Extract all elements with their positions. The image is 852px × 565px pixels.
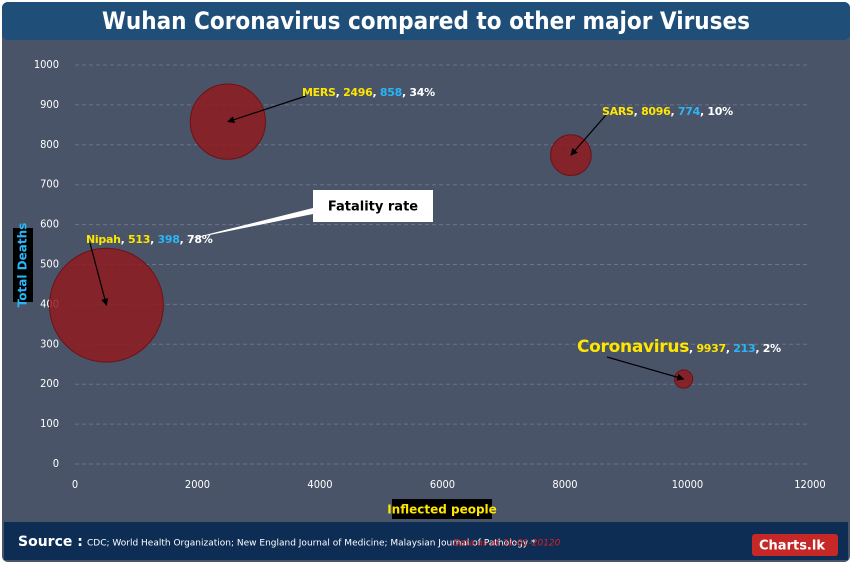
- label-part: 513: [128, 233, 151, 246]
- source-text: CDC; World Health Organization; New Engl…: [87, 539, 536, 549]
- label-part: 213: [733, 342, 756, 355]
- bubble-label: Nipah 513 398 78%: [86, 233, 213, 246]
- x-axis-title-box: [392, 499, 492, 519]
- y-tick-label: 300: [40, 337, 59, 350]
- label-part: SARS: [602, 105, 634, 118]
- y-tick-label: 200: [40, 377, 59, 390]
- label-part: 34%: [409, 86, 435, 99]
- x-tick-label: 8000: [552, 478, 577, 491]
- separator: [726, 342, 733, 355]
- separator: [121, 233, 128, 246]
- x-tick-label: 0: [72, 478, 78, 491]
- y-tick-label: 900: [40, 98, 59, 111]
- label-arrow: [89, 242, 109, 306]
- label-part: Nipah: [86, 233, 121, 246]
- source-label: Source :: [18, 534, 83, 550]
- separator: [373, 86, 380, 99]
- label-part: 78%: [187, 233, 213, 246]
- y-tick-label: 800: [40, 138, 59, 151]
- label-part: 10%: [707, 105, 733, 118]
- y-tick-label: 500: [40, 258, 59, 271]
- footer-bar: [4, 522, 848, 560]
- separator: [634, 105, 641, 118]
- separator: [670, 105, 677, 118]
- separator: [402, 86, 409, 99]
- chart-title: Wuhan Coronavirus compared to other majo…: [102, 7, 750, 35]
- y-axis-title: Total Deaths: [16, 223, 30, 308]
- y-tick-label: 1000: [34, 58, 59, 71]
- label-part: 9937: [696, 342, 726, 355]
- bubble-label: Coronavirus 9937 213 2%: [577, 337, 781, 357]
- x-axis-title: Inflected people: [387, 503, 497, 517]
- separator: [689, 342, 696, 355]
- y-tick-label: 100: [40, 417, 59, 430]
- x-tick-label: 12000: [794, 478, 825, 491]
- label-part: Coronavirus: [577, 337, 690, 357]
- label-part: 774: [677, 105, 700, 118]
- label-part: MERS: [302, 86, 336, 99]
- bubble-label: SARS 8096 774 10%: [602, 105, 733, 118]
- y-tick-label: 700: [40, 178, 59, 191]
- label-part: 8096: [641, 105, 671, 118]
- label-arrow: [606, 356, 685, 381]
- y-tick-label: 600: [40, 218, 59, 231]
- label-part: 858: [379, 86, 402, 99]
- separator: [700, 105, 707, 118]
- title-bar: [2, 2, 850, 40]
- logo: Charts.lk: [759, 539, 825, 554]
- separator: [150, 233, 157, 246]
- separator: [755, 342, 762, 355]
- label-part: 2496: [343, 86, 373, 99]
- bubble: [549, 134, 592, 177]
- x-tick-label: 4000: [307, 478, 332, 491]
- callout-box: [313, 190, 433, 222]
- x-tick-label: 10000: [672, 478, 703, 491]
- label-arrow: [570, 114, 607, 156]
- label-arrow: [227, 95, 307, 124]
- logo-box: [752, 534, 838, 556]
- callout-pointer: [185, 208, 313, 240]
- label-part: 398: [157, 233, 180, 246]
- x-tick-label: 2000: [185, 478, 210, 491]
- y-tick-label: 0: [53, 457, 59, 470]
- separator: [180, 233, 187, 246]
- date-note: Data as at 31-01-20120: [453, 539, 561, 549]
- bubble-label: MERS 2496 858 34%: [302, 86, 435, 99]
- x-tick-label: 6000: [430, 478, 455, 491]
- callout-text: Fatality rate: [328, 200, 418, 215]
- y-axis-title-box: [13, 228, 33, 302]
- separator: [336, 86, 343, 99]
- label-part: 2%: [762, 342, 781, 355]
